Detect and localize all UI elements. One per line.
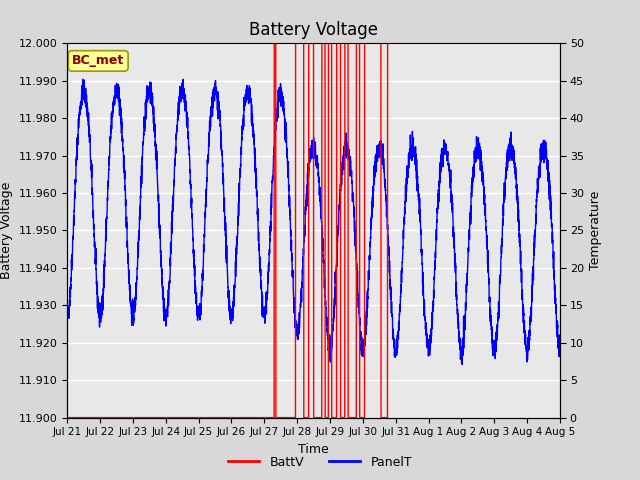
X-axis label: Time: Time: [298, 443, 329, 456]
Legend: BattV, PanelT: BattV, PanelT: [223, 451, 417, 474]
Y-axis label: Battery Voltage: Battery Voltage: [0, 182, 13, 279]
Text: BC_met: BC_met: [72, 54, 124, 67]
Y-axis label: Temperature: Temperature: [589, 191, 602, 270]
Title: Battery Voltage: Battery Voltage: [249, 21, 378, 39]
